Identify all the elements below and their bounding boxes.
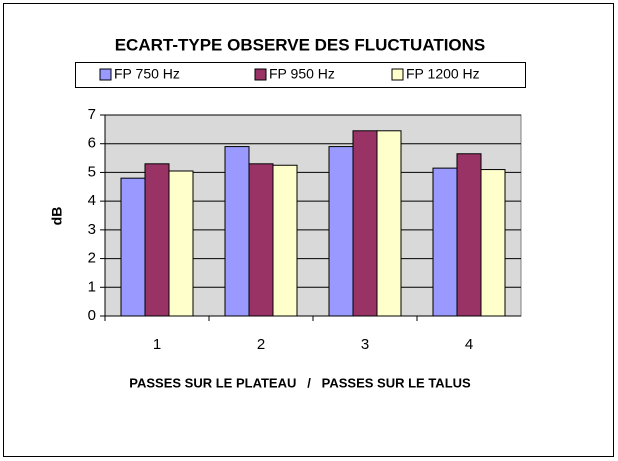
bar (224, 146, 250, 317)
legend-label: FP 750 Hz (114, 66, 180, 82)
bar (120, 177, 146, 317)
legend-label: FP 950 Hz (269, 66, 335, 82)
legend-swatch (254, 68, 267, 81)
bar (248, 163, 274, 317)
y-tick-label: 5 (88, 163, 96, 180)
x-tick-label: 2 (257, 336, 265, 353)
y-tick-label: 7 (88, 106, 96, 123)
y-tick-label: 3 (88, 221, 96, 238)
bar (272, 164, 298, 317)
y-axis-label: dB (49, 207, 65, 226)
x-tick-label: 4 (465, 336, 473, 353)
bar (376, 130, 402, 317)
bar (328, 146, 354, 317)
x-tick-label: 1 (153, 336, 161, 353)
legend-label: FP 1200 Hz (406, 66, 480, 82)
y-tick-label: 2 (88, 250, 96, 267)
bar (432, 167, 458, 317)
legend-box (75, 62, 526, 88)
bar (456, 153, 482, 317)
bar (144, 163, 170, 317)
legend-swatch (391, 68, 404, 81)
bar (480, 169, 506, 317)
legend-swatch (99, 68, 112, 81)
y-tick-label: 0 (88, 307, 96, 324)
bar (168, 170, 194, 317)
y-tick-label: 4 (88, 192, 96, 209)
y-tick-label: 1 (88, 278, 96, 295)
chart-title: ECART-TYPE OBSERVE DES FLUCTUATIONS (115, 35, 486, 54)
x-axis-label: PASSES SUR LE PLATEAU / PASSES SUR LE TA… (129, 375, 471, 390)
x-tick-label: 3 (361, 336, 369, 353)
y-tick-label: 6 (88, 135, 96, 152)
bar (352, 130, 378, 317)
